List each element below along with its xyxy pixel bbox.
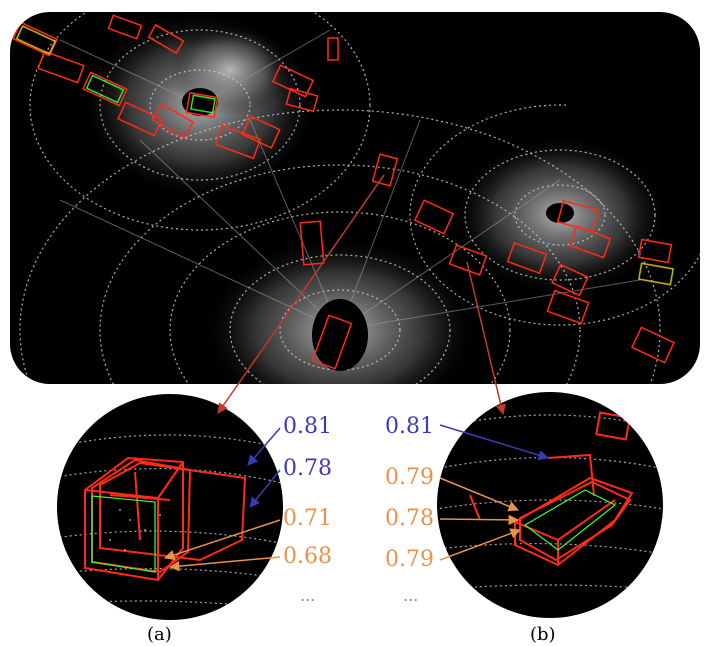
score-a-blue-1: 0.81 bbox=[283, 414, 332, 439]
connector-arrow-a bbox=[217, 174, 385, 414]
score-a-blue-2: 0.78 bbox=[283, 456, 332, 481]
caption-b: (b) bbox=[530, 624, 556, 645]
score-a-orange-2: 0.68 bbox=[283, 544, 332, 569]
zoom-circle-b bbox=[437, 392, 663, 618]
score-pointer-a-3 bbox=[164, 519, 281, 561]
score-pointer-a-4 bbox=[168, 556, 281, 572]
score-b-orange-3: 0.79 bbox=[385, 547, 434, 572]
bev-pointcloud-panel bbox=[10, 12, 700, 384]
score-a-orange-1: 0.71 bbox=[283, 506, 332, 531]
score-pointer-a-2 bbox=[249, 469, 281, 508]
score-pointer-b-3 bbox=[439, 514, 520, 526]
score-b-blue-1: 0.81 bbox=[385, 414, 434, 439]
score-pointer-b-2 bbox=[439, 477, 519, 512]
score-pointer-b-4 bbox=[439, 528, 521, 561]
score-b-orange-1: 0.79 bbox=[385, 465, 434, 490]
connector-arrow-b bbox=[466, 261, 506, 416]
ellipsis-b: ... bbox=[403, 586, 419, 605]
score-pointer-b-1 bbox=[439, 424, 550, 461]
ellipsis-a: ... bbox=[300, 586, 316, 605]
score-pointer-a-1 bbox=[247, 427, 281, 466]
detection-boxes bbox=[12, 14, 675, 370]
caption-a: (a) bbox=[147, 624, 172, 645]
zoom-circle-a bbox=[57, 394, 283, 620]
score-b-orange-2: 0.78 bbox=[385, 506, 434, 531]
